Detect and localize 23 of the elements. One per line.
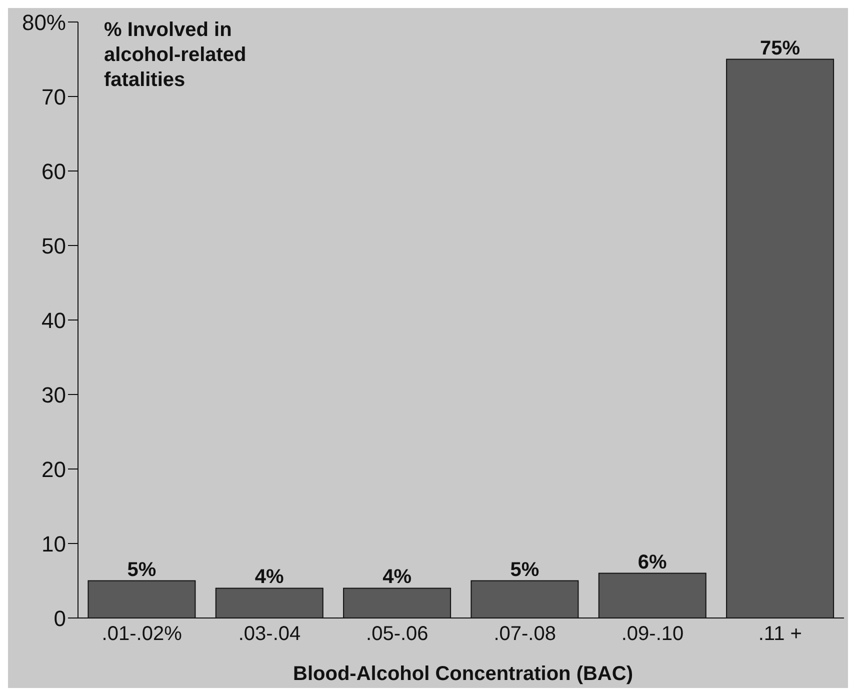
x-tick-label: .03-.04 (238, 623, 301, 646)
x-axis-title: Blood-Alcohol Concentration (BAC) (292, 663, 634, 686)
data-label: 75% (760, 37, 800, 60)
y-tick-label: 80% (22, 10, 66, 35)
y-tick-label: 50 (42, 233, 66, 258)
x-tick-label: .01-.02% (102, 623, 182, 646)
x-tick-label: .07-.08 (494, 623, 556, 646)
y-tick-label: 70 (42, 84, 66, 110)
x-tick-label: .11 + (758, 623, 802, 646)
data-label: 4% (254, 566, 284, 588)
data-label: 5% (127, 558, 156, 581)
y-axis-title: % Involved in alcohol-related fatalities (104, 18, 248, 93)
x-tick-label: .09-.10 (621, 623, 684, 646)
y-tick-label: 40 (42, 308, 66, 333)
data-label: 4% (382, 566, 412, 588)
data-label: 6% (638, 551, 668, 574)
data-label: 5% (510, 558, 540, 581)
y-tick-label: 30 (42, 382, 66, 408)
x-tick-label: .05-.06 (366, 623, 428, 646)
y-tick-label: 0 (54, 606, 66, 631)
y-tick-label: 20 (42, 456, 66, 482)
y-tick-label: 60 (42, 158, 66, 184)
y-tick-label: 10 (42, 531, 66, 556)
